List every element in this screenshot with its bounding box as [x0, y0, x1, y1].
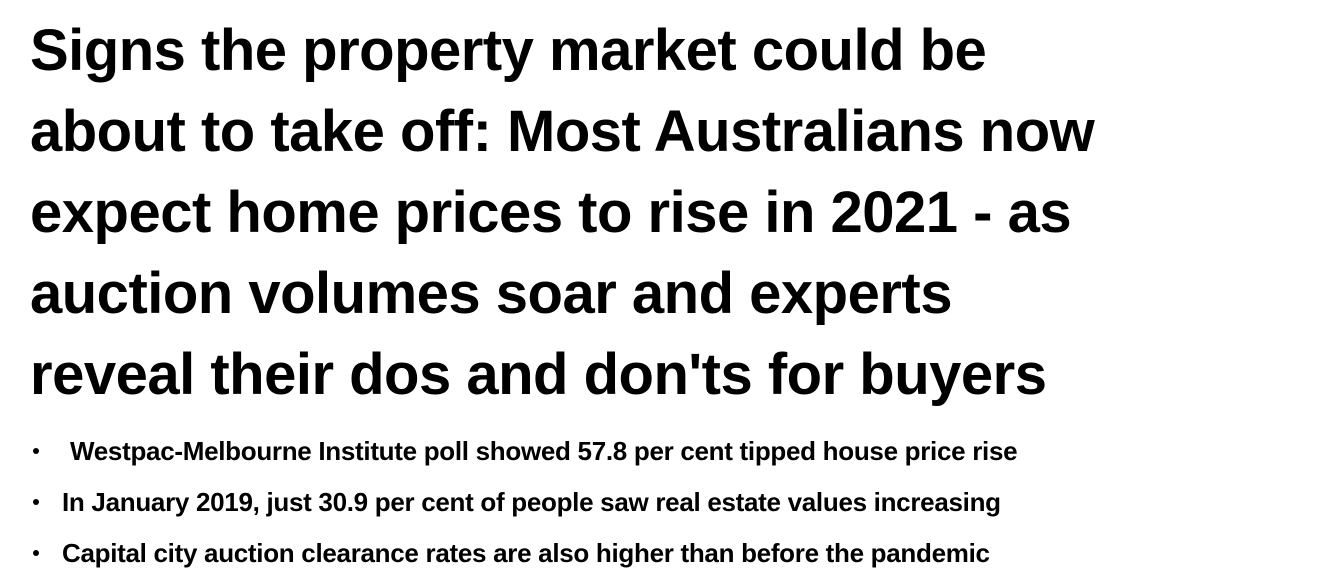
headline-line: Signs the property market could be [30, 18, 987, 83]
bullet-list: Westpac-Melbourne Institute poll showed … [30, 426, 1018, 579]
bullet-point: Westpac-Melbourne Institute poll showed … [30, 426, 1018, 477]
headline-line: auction volumes soar and experts [30, 261, 952, 326]
headline-line: about to take off: Most Australians now [30, 99, 1095, 164]
headline: Signs the property market could be about … [30, 10, 1095, 415]
headline-line: expect home prices to rise in 2021 - as [30, 180, 1072, 245]
headline-line: reveal their dos and don'ts for buyers [30, 342, 1047, 407]
bullet-point: Capital city auction clearance rates are… [30, 528, 1017, 579]
bullet-point: In January 2019, just 30.9 per cent of p… [30, 477, 1017, 528]
